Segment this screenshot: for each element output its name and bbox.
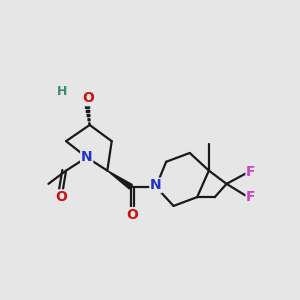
Text: H: H	[56, 85, 67, 98]
Polygon shape	[89, 123, 90, 125]
Text: F: F	[246, 190, 256, 204]
Text: O: O	[56, 190, 68, 204]
Polygon shape	[88, 118, 90, 121]
Polygon shape	[86, 110, 90, 113]
Text: N: N	[81, 150, 92, 164]
Text: O: O	[126, 208, 138, 222]
Text: N: N	[150, 178, 162, 192]
Polygon shape	[107, 171, 132, 189]
Polygon shape	[85, 106, 90, 109]
Text: O: O	[82, 92, 94, 106]
Polygon shape	[85, 102, 89, 104]
Text: F: F	[246, 165, 256, 179]
Polygon shape	[87, 114, 90, 117]
